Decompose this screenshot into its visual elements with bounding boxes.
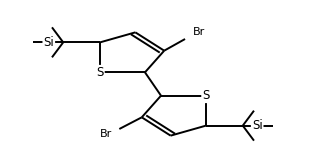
Text: Si: Si	[252, 119, 262, 132]
Text: Br: Br	[100, 129, 113, 139]
Text: Br: Br	[193, 27, 206, 37]
Text: S: S	[96, 66, 104, 79]
Text: S: S	[202, 89, 210, 102]
Text: Si: Si	[43, 36, 54, 49]
